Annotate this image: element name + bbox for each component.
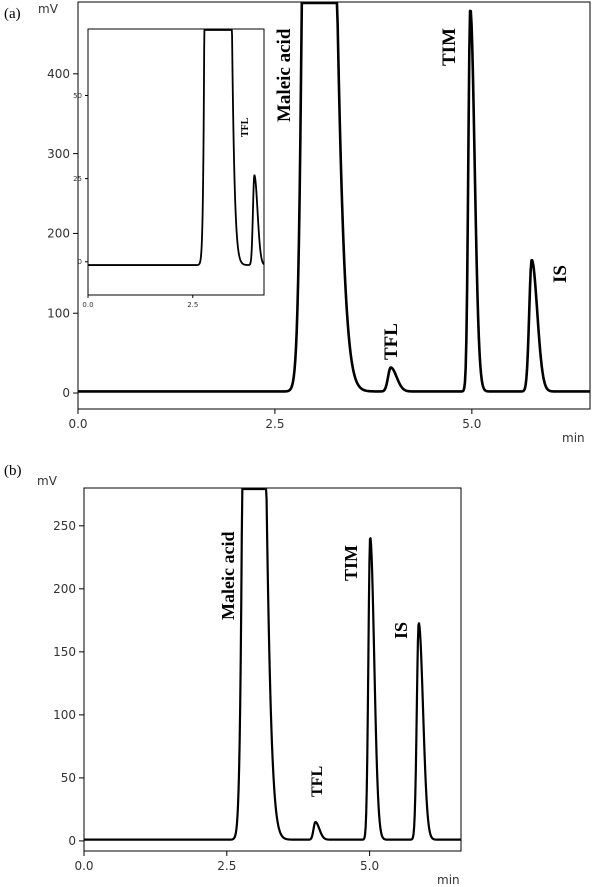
panel-b-peak-label-is: IS — [391, 622, 411, 639]
panel-a-inset-peak-label-tfl: TFL — [240, 117, 251, 137]
panel-b-x-tick-label: 2.5 — [217, 859, 236, 873]
panel-a-x-tick-label: 5.0 — [462, 417, 481, 431]
panel-a-peak-label-tim: TIM — [439, 28, 460, 66]
panel-a-peak-label-tfl: TFL — [381, 323, 402, 360]
panel-b-plot-frame — [83, 487, 462, 852]
panel-b-y-tick-label: 200 — [53, 582, 76, 596]
panel-a-label: (a) — [4, 6, 21, 22]
panel-a-y-tick-label: 300 — [47, 147, 70, 161]
panel-b-x-tick-label: 0.0 — [74, 859, 93, 873]
panel-b-y-tick-label: 250 — [53, 519, 76, 533]
panel-b-peak-label-maleic-acid: Maleic acid — [218, 532, 238, 620]
panel-b-peak-label-tim: TIM — [341, 545, 361, 581]
panel-a-inset-y-tick-label: 0 — [78, 258, 82, 266]
panel-a-trace — [77, 1, 591, 393]
panel-a-inset-x-tick-label: 0.0 — [82, 301, 93, 309]
panel-b-y-tick-label: 0 — [68, 834, 76, 848]
panel-b-ylabel: mV — [37, 474, 58, 488]
panel-b-xlabel: min — [437, 873, 460, 887]
panel-a-x-tick-label: 2.5 — [265, 417, 284, 431]
panel-a-x-ticks: 0.0 2.5 5.0 — [68, 409, 481, 431]
panel-a-y-ticks: 0 100 200 300 400 — [47, 67, 78, 400]
panel-a-inset-x-ticks: 0.0 2.5 — [82, 295, 198, 309]
panel-b-x-tick-label: 5.0 — [360, 859, 379, 873]
panel-a-peak-labels: Maleic acid TFL TIM IS — [274, 28, 571, 360]
panel-b-label: (b) — [4, 463, 22, 479]
panel-b-y-tick-label: 50 — [61, 771, 76, 785]
panel-a-inset-y-ticks: 0 25 50 — [73, 92, 88, 266]
panel-b-x-ticks: 0.0 2.5 5.0 — [74, 851, 379, 873]
panel-b: (b) mV min 0 50 100 150 200 250 0.0 2.5 5.0 Mal… — [4, 463, 462, 887]
panel-a-inset-y-tick-label: 50 — [73, 92, 82, 100]
panel-a-peak-label-is: IS — [550, 265, 571, 283]
panel-b-peak-labels: Maleic acid TFL TIM IS — [218, 532, 411, 797]
panel-a-inset-y-tick-label: 25 — [73, 175, 82, 183]
panel-a-ylabel: mV — [38, 2, 59, 16]
panel-a-y-tick-label: 400 — [47, 67, 70, 81]
panel-b-y-ticks: 0 50 100 150 200 250 — [53, 519, 84, 848]
panel-b-peak-label-tfl: TFL — [309, 766, 326, 797]
panel-a: (a) mV min 0 100 200 300 400 0.0 2.5 5.0 Malei… — [4, 1, 591, 445]
panel-a-inset-x-tick-label: 2.5 — [187, 301, 198, 309]
panel-a-inset-frame — [87, 28, 265, 296]
panel-a-x-tick-label: 0.0 — [68, 417, 87, 431]
panel-b-y-tick-label: 150 — [53, 645, 76, 659]
panel-a-y-tick-label: 200 — [47, 227, 70, 241]
panel-b-trace — [83, 487, 462, 841]
panel-a-xlabel: min — [562, 431, 585, 445]
panel-a-peak-label-maleic-acid: Maleic acid — [274, 28, 295, 122]
panel-a-y-tick-label: 0 — [62, 386, 70, 400]
panel-a-inset-trace — [87, 29, 265, 266]
panel-a-y-tick-label: 100 — [47, 306, 70, 320]
panel-a-inset: 0 25 50 0.0 2.5 TFL — [73, 28, 265, 309]
panel-b-y-tick-label: 100 — [53, 708, 76, 722]
